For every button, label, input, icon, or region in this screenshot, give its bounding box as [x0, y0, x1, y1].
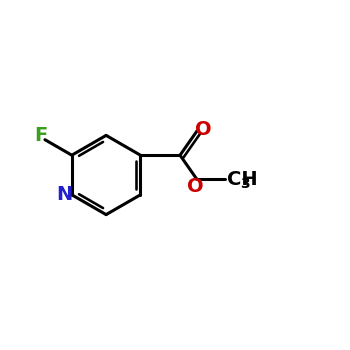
Text: N: N: [56, 185, 72, 204]
Text: CH: CH: [227, 170, 257, 189]
Text: 3: 3: [240, 177, 250, 191]
Text: F: F: [34, 126, 48, 145]
Text: O: O: [188, 177, 204, 196]
Text: O: O: [195, 120, 211, 139]
